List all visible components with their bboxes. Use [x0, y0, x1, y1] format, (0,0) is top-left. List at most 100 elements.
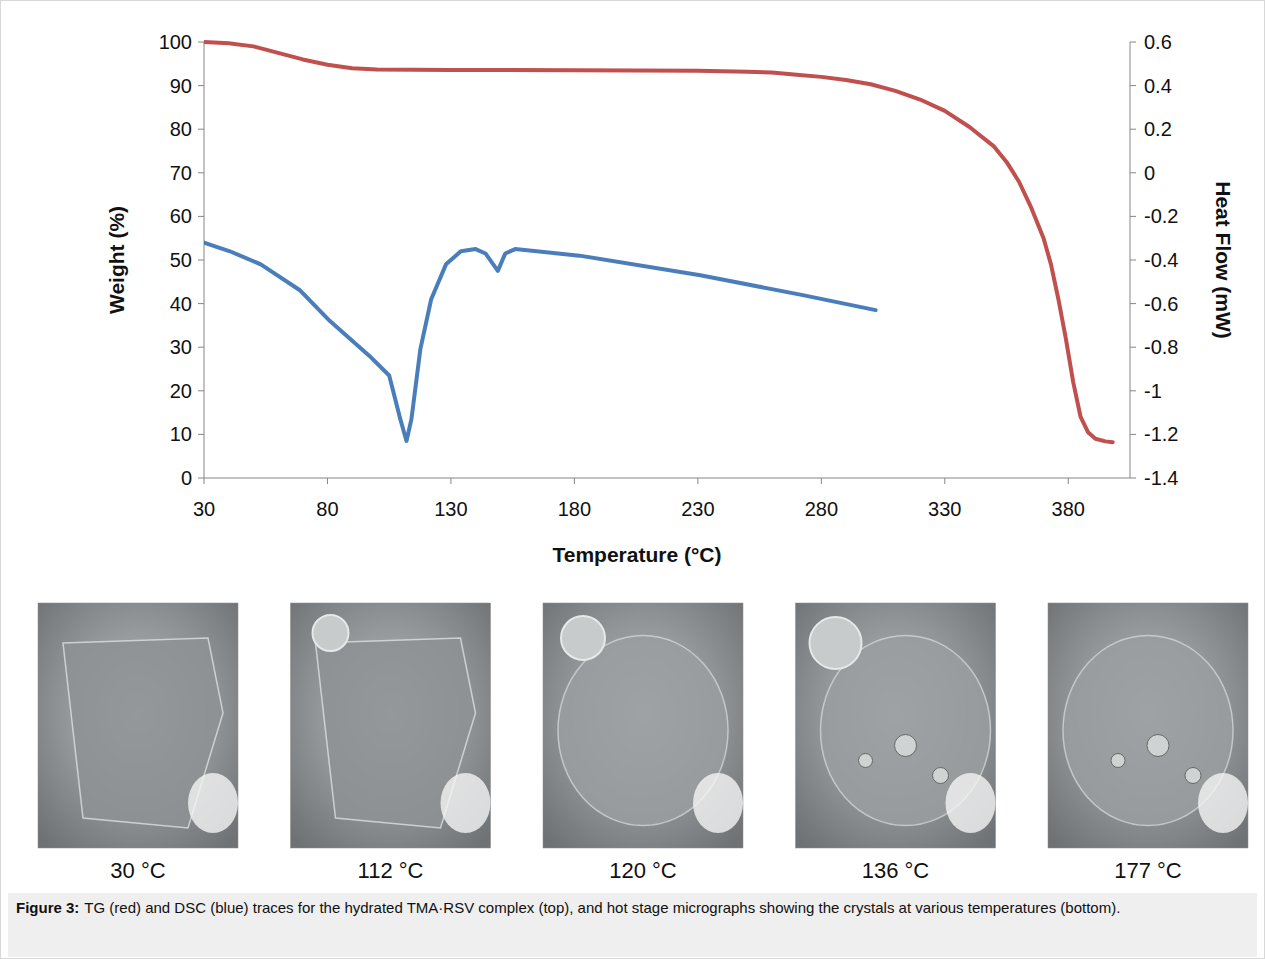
y-tick	[198, 303, 204, 304]
x-tick	[821, 478, 822, 484]
y2-tick-label: 0.6	[1144, 31, 1172, 53]
y2-tick	[1130, 260, 1136, 261]
y2-tick	[1130, 434, 1136, 435]
x-tick-label: 380	[1052, 498, 1085, 520]
y-tick	[198, 216, 204, 217]
y2-tick-label: -0.8	[1144, 336, 1178, 358]
micrograph-photo	[543, 603, 743, 848]
y-tick	[198, 260, 204, 261]
y2-tick	[1130, 478, 1136, 479]
x-tick-label: 230	[681, 498, 714, 520]
y-tick-label: 50	[170, 249, 192, 271]
y-tick-label: 30	[170, 336, 192, 358]
x-tick-label: 280	[805, 498, 838, 520]
y2-axis-title: Heat Flow (mW)	[1212, 181, 1235, 339]
x-tick-label: 80	[316, 498, 338, 520]
y-tick	[198, 347, 204, 348]
y2-tick-label: -1.4	[1144, 467, 1178, 489]
y-tick-label: 80	[170, 118, 192, 140]
y-tick-label: 60	[170, 205, 192, 227]
light-reflection	[946, 773, 996, 833]
y2-tick	[1130, 172, 1136, 173]
bubble	[933, 768, 949, 784]
x-tick-label: 180	[558, 498, 591, 520]
bubble	[1147, 735, 1169, 757]
micrograph-photo	[38, 603, 238, 848]
y2-tick	[1130, 85, 1136, 86]
micrograph	[796, 603, 996, 848]
micrograph-label: 112 °C	[358, 858, 424, 883]
y-tick-label: 70	[170, 162, 192, 184]
micrograph-label: 30 °C	[110, 858, 165, 883]
y2-tick-label: -1	[1144, 380, 1162, 402]
micrograph-label: 177 °C	[1114, 858, 1182, 883]
caption: Figure 3: TG (red) and DSC (blue) traces …	[8, 893, 1257, 957]
caption-text: TG (red) and DSC (blue) traces for the h…	[84, 899, 1120, 916]
y-tick-label: 100	[159, 31, 192, 53]
micrograph-photo	[1048, 603, 1248, 848]
x-tick	[697, 478, 698, 484]
y2-tick	[1130, 390, 1136, 391]
y-tick	[198, 434, 204, 435]
micrograph	[543, 603, 743, 848]
x-tick-label: 330	[928, 498, 961, 520]
micrograph	[1048, 603, 1248, 848]
y2-tick-label: -0.2	[1144, 205, 1178, 227]
bubble	[313, 615, 349, 651]
micrograph	[291, 603, 491, 848]
bubble	[1185, 768, 1201, 784]
y-tick	[198, 85, 204, 86]
light-reflection	[1198, 773, 1248, 833]
x-tick	[1068, 478, 1069, 484]
y2-tick-label: -0.6	[1144, 293, 1178, 315]
micrograph-label: 120 °C	[609, 858, 677, 883]
y-tick	[198, 172, 204, 173]
figure-canvas: 0 10 20 30 40 50 60 70 80 90 100 -1.4 -1.2 -1 -0.8 -0.6…	[0, 0, 1265, 959]
y2-tick-label: 0.4	[1144, 75, 1172, 97]
plot-area	[204, 42, 1113, 442]
x-tick	[450, 478, 451, 484]
y2-tick	[1130, 129, 1136, 130]
y-axis-title: Weight (%)	[105, 206, 128, 314]
x-tick	[327, 478, 328, 484]
y-tick-label: 10	[170, 423, 192, 445]
y-tick-label: 90	[170, 75, 192, 97]
x-tick	[944, 478, 945, 484]
figure: 0 10 20 30 40 50 60 70 80 90 100 -1.4 -1.2 -1 -0.8 -0.6…	[0, 0, 1265, 959]
micrograph	[38, 603, 238, 848]
y-tick	[198, 129, 204, 130]
light-reflection	[188, 773, 238, 833]
y2-tick	[1130, 303, 1136, 304]
x-axis-title: Temperature (°C)	[552, 543, 721, 566]
x-tick	[204, 478, 205, 484]
light-reflection	[441, 773, 491, 833]
series-line	[204, 42, 1113, 442]
y2-tick	[1130, 216, 1136, 217]
y2-tick-label: 0.2	[1144, 118, 1172, 140]
y-tick	[198, 42, 204, 43]
y2-tick	[1130, 347, 1136, 348]
micrograph-photo	[291, 603, 491, 848]
bubble	[810, 617, 862, 669]
y2-tick-label: -1.2	[1144, 423, 1178, 445]
bubble	[561, 616, 605, 660]
x-tick	[574, 478, 575, 484]
bubble	[1111, 754, 1125, 768]
caption-label: Figure 3:	[16, 899, 79, 916]
y-tick-label: 20	[170, 380, 192, 402]
x-tick-label: 30	[193, 498, 215, 520]
y-tick	[198, 390, 204, 391]
y-tick-label: 40	[170, 293, 192, 315]
x-axis-line	[204, 478, 1130, 479]
figure-border	[1, 1, 1265, 959]
y2-tick	[1130, 42, 1136, 43]
light-reflection	[693, 773, 743, 833]
micrograph-label: 136 °C	[862, 858, 930, 883]
y2-tick-label: 0	[1144, 162, 1155, 184]
bubble	[859, 754, 873, 768]
series-line	[204, 243, 876, 441]
bubble	[895, 735, 917, 757]
y-tick-label: 0	[181, 467, 192, 489]
micrograph-photo	[796, 603, 996, 848]
x-tick-label: 130	[434, 498, 467, 520]
